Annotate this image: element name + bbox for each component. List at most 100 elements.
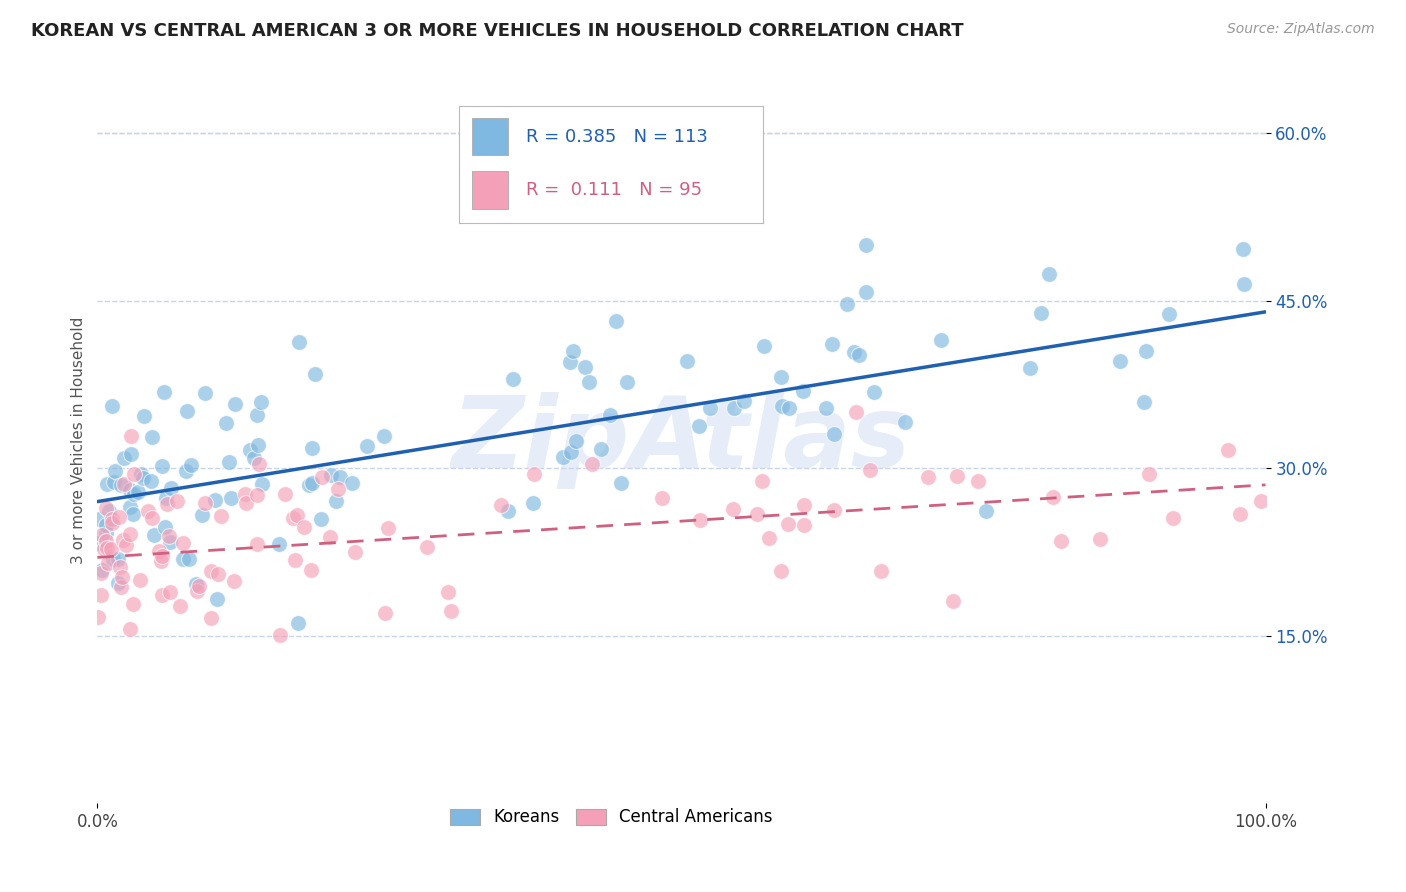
- Point: [574, 360, 596, 375]
- Point: [770, 400, 793, 414]
- Point: [141, 510, 163, 524]
- Point: [120, 483, 142, 497]
- Point: [180, 458, 202, 472]
- Point: [155, 491, 177, 506]
- Point: [437, 585, 460, 599]
- Point: [121, 598, 143, 612]
- Point: [1232, 243, 1254, 257]
- Point: [311, 470, 333, 484]
- Point: [1250, 494, 1272, 508]
- Point: [304, 367, 326, 381]
- Point: [1088, 532, 1111, 546]
- Point: [246, 537, 269, 551]
- Y-axis label: 3 or more Vehicles in Household: 3 or more Vehicles in Household: [72, 317, 86, 564]
- Point: [176, 404, 198, 418]
- Point: [745, 508, 768, 522]
- Point: [578, 375, 600, 389]
- Point: [298, 478, 321, 492]
- Point: [186, 584, 208, 599]
- Point: [778, 401, 800, 416]
- Point: [150, 549, 173, 563]
- Point: [110, 580, 132, 594]
- Point: [122, 467, 145, 481]
- Point: [122, 487, 145, 501]
- Point: [752, 338, 775, 352]
- Point: [699, 401, 721, 415]
- Point: [292, 520, 315, 534]
- Point: [560, 445, 582, 459]
- Point: [153, 385, 176, 400]
- Point: [90, 563, 112, 577]
- Point: [793, 517, 815, 532]
- Point: [946, 469, 969, 483]
- Point: [104, 464, 127, 478]
- Point: [893, 415, 915, 429]
- Point: [101, 512, 124, 526]
- Point: [1157, 307, 1180, 321]
- Point: [929, 334, 952, 348]
- Point: [1042, 490, 1064, 504]
- Point: [194, 385, 217, 400]
- Point: [160, 481, 183, 495]
- Point: [96, 477, 118, 491]
- Point: [153, 520, 176, 534]
- Point: [605, 314, 627, 328]
- Point: [87, 610, 110, 624]
- Point: [273, 487, 295, 501]
- Point: [269, 627, 291, 641]
- Point: [120, 446, 142, 460]
- Point: [122, 508, 145, 522]
- Point: [319, 530, 342, 544]
- Point: [136, 504, 159, 518]
- Point: [589, 442, 612, 457]
- Point: [974, 503, 997, 517]
- Point: [111, 570, 134, 584]
- Point: [118, 526, 141, 541]
- Point: [143, 528, 166, 542]
- Text: Source: ZipAtlas.com: Source: ZipAtlas.com: [1227, 22, 1375, 37]
- Point: [616, 375, 638, 389]
- Point: [129, 573, 152, 587]
- Point: [1049, 533, 1071, 548]
- Point: [859, 463, 882, 477]
- Point: [118, 500, 141, 515]
- Point: [553, 450, 575, 464]
- Point: [823, 503, 845, 517]
- Point: [194, 495, 217, 509]
- Point: [299, 563, 322, 577]
- Point: [758, 531, 780, 545]
- Point: [285, 508, 308, 523]
- Point: [235, 496, 257, 510]
- Point: [174, 464, 197, 478]
- Point: [205, 591, 228, 606]
- Point: [523, 467, 546, 481]
- Point: [114, 476, 136, 491]
- Point: [301, 441, 323, 455]
- Point: [150, 588, 173, 602]
- Point: [141, 430, 163, 444]
- Point: [107, 509, 129, 524]
- Point: [562, 343, 585, 358]
- Point: [440, 604, 463, 618]
- Point: [770, 370, 793, 384]
- Point: [111, 533, 134, 548]
- Point: [1229, 508, 1251, 522]
- Point: [172, 551, 194, 566]
- Point: [246, 408, 269, 422]
- Point: [651, 491, 673, 506]
- Point: [377, 521, 399, 535]
- Point: [188, 579, 211, 593]
- Point: [118, 623, 141, 637]
- Point: [129, 467, 152, 482]
- Point: [287, 335, 309, 350]
- Point: [855, 285, 877, 299]
- Point: [723, 401, 745, 416]
- Point: [721, 502, 744, 516]
- Point: [1133, 394, 1156, 409]
- Point: [166, 493, 188, 508]
- Point: [1029, 306, 1052, 320]
- Point: [207, 566, 229, 581]
- Point: [863, 384, 886, 399]
- Point: [1038, 268, 1060, 282]
- Point: [1233, 277, 1256, 291]
